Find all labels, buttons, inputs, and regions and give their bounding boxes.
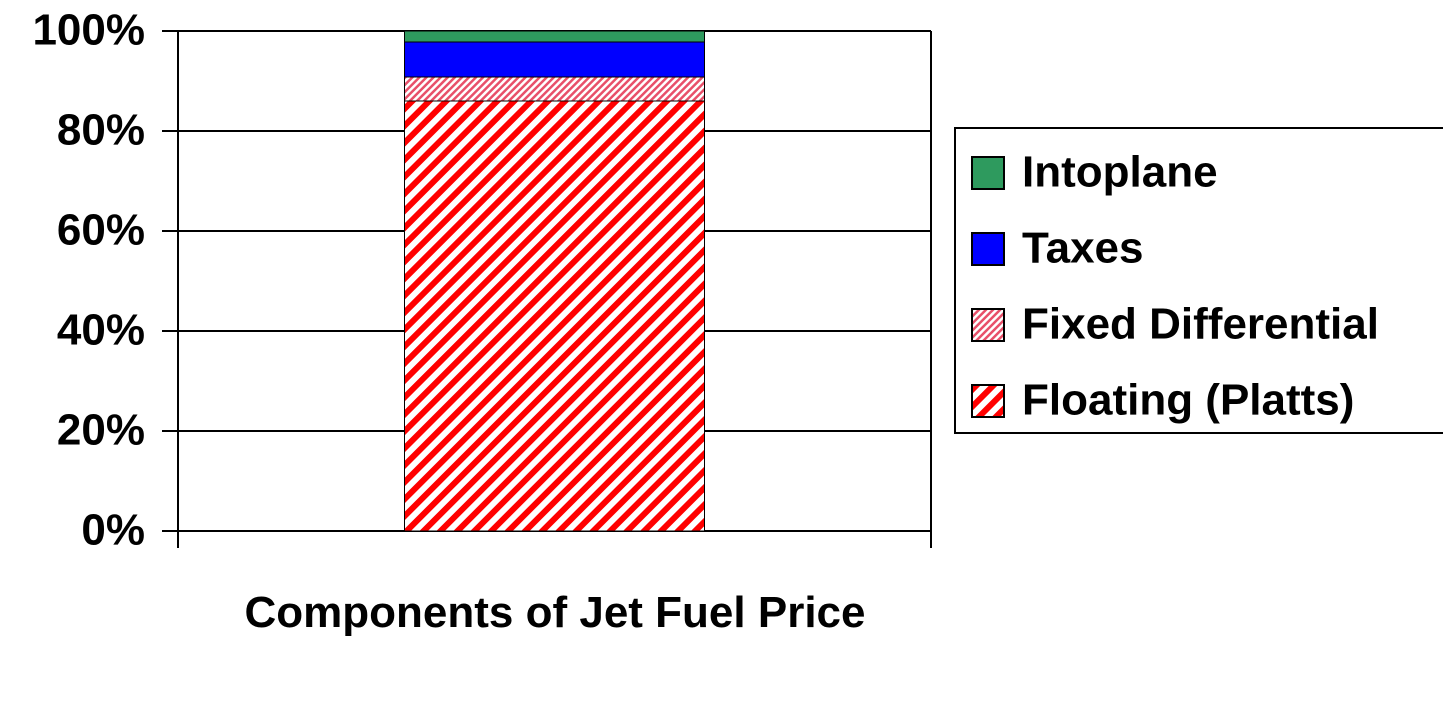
legend-label: Floating (Platts) xyxy=(1022,376,1354,425)
bar-segment xyxy=(404,30,705,43)
bar-segment xyxy=(404,100,705,532)
y-tick-label: 0% xyxy=(81,506,145,555)
legend-swatch xyxy=(971,232,1005,266)
legend-swatch xyxy=(971,384,1005,418)
y-tick-label: 20% xyxy=(57,406,145,455)
bar-segment xyxy=(404,41,705,78)
x-category-label: Components of Jet Fuel Price xyxy=(244,588,866,637)
legend-swatch xyxy=(971,308,1005,342)
y-tick-label: 80% xyxy=(57,106,145,155)
legend-swatch xyxy=(971,156,1005,190)
legend-label: Taxes xyxy=(1022,224,1144,273)
y-tick-label: 100% xyxy=(32,6,145,55)
y-tick-label: 60% xyxy=(57,206,145,255)
y-tick-label: 40% xyxy=(57,306,145,355)
legend-box xyxy=(954,127,1443,434)
legend-label: Intoplane xyxy=(1022,148,1218,197)
bar-segment xyxy=(404,76,705,102)
legend-label: Fixed Differential xyxy=(1022,300,1379,349)
